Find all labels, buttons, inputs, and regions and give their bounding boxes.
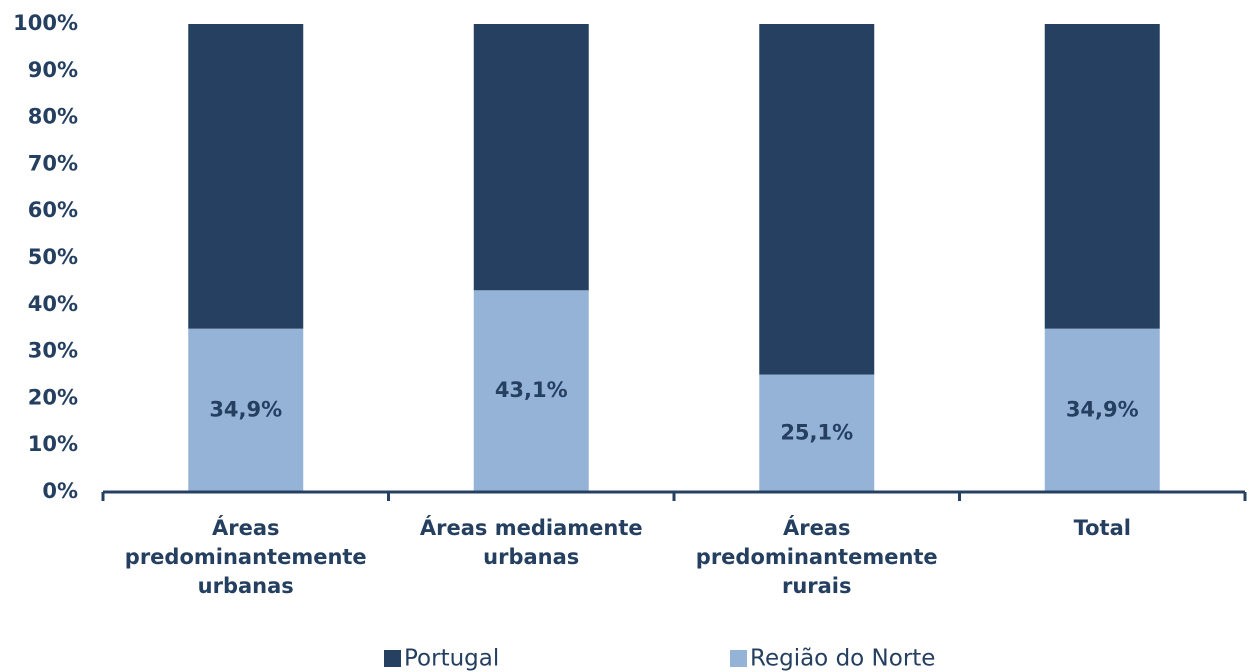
legend-swatch — [384, 650, 401, 667]
bar-segment — [759, 24, 875, 375]
y-tick-label: 80% — [28, 105, 78, 129]
y-tick-label: 60% — [28, 198, 78, 222]
x-tick-label: Áreas predominantemente rurais — [695, 516, 938, 598]
x-tick-label: Total — [1073, 516, 1131, 540]
y-tick-label: 70% — [28, 151, 78, 175]
y-tick-label: 90% — [28, 58, 78, 82]
legend-label: Portugal — [404, 646, 499, 672]
x-tick-label: Áreas predominantemente urbanas — [124, 516, 367, 598]
value-label: 34,9% — [209, 397, 282, 421]
y-tick-label: 40% — [28, 292, 78, 316]
legend-label: Região do Norte — [750, 646, 935, 672]
legend-swatch — [730, 650, 747, 667]
y-tick-label: 50% — [28, 245, 78, 269]
bar-segment — [473, 290, 589, 492]
bar-segment — [759, 374, 875, 492]
value-label: 34,9% — [1066, 397, 1139, 421]
y-tick-label: 0% — [42, 479, 78, 503]
y-tick-label: 20% — [28, 385, 78, 409]
bar-segment — [188, 328, 304, 492]
x-tick-label: Áreas mediamente urbanas — [419, 516, 643, 569]
bar-segment — [1044, 328, 1160, 492]
y-tick-label: 10% — [28, 432, 78, 456]
y-tick-label: 30% — [28, 339, 78, 363]
bar-segment — [473, 24, 589, 291]
bar-segment — [1044, 24, 1160, 329]
value-label: 25,1% — [780, 420, 853, 444]
value-label: 43,1% — [495, 378, 568, 402]
bar-segment — [188, 24, 304, 329]
y-tick-label: 100% — [13, 11, 78, 35]
